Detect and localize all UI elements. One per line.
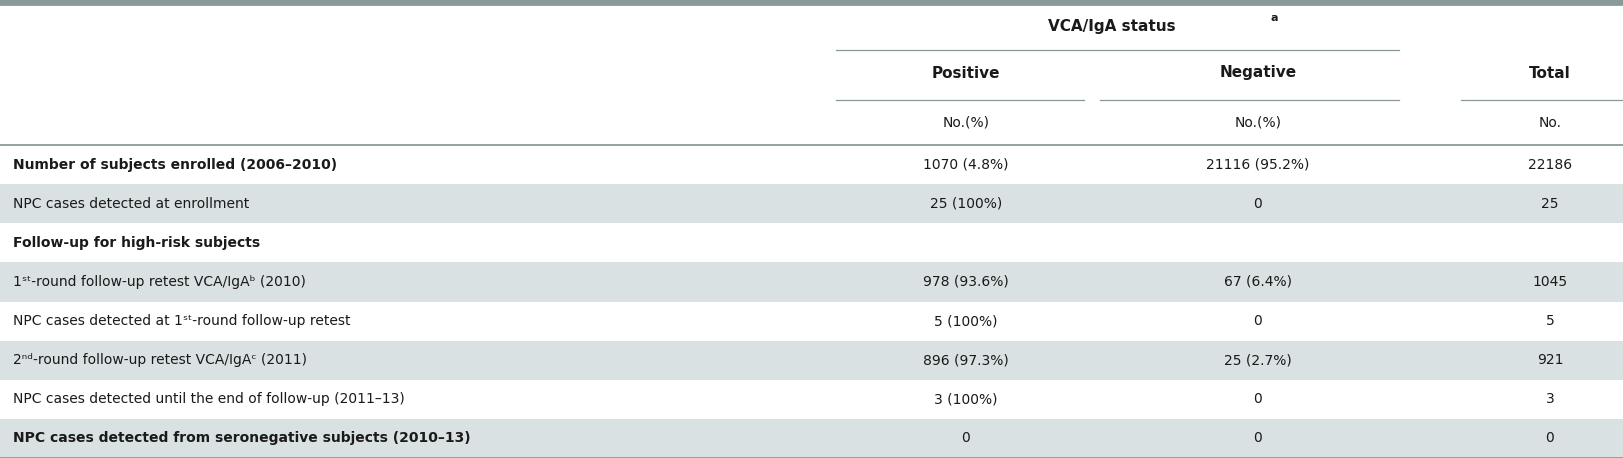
Text: 1ˢᵗ-round follow-up retest VCA/IgAᵇ (2010): 1ˢᵗ-round follow-up retest VCA/IgAᵇ (201…: [13, 275, 305, 289]
Bar: [0, 184, 1623, 223]
Text: a: a: [1271, 13, 1279, 23]
Text: 0: 0: [1253, 393, 1263, 406]
Text: NPC cases detected from seronegative subjects (2010–13): NPC cases detected from seronegative sub…: [13, 431, 471, 446]
Text: No.(%): No.(%): [943, 116, 988, 130]
Bar: [0, 380, 1623, 419]
Bar: [0, 301, 1623, 341]
Text: 5: 5: [1545, 314, 1555, 328]
Text: 21116 (95.2%): 21116 (95.2%): [1206, 158, 1310, 172]
Text: NPC cases detected until the end of follow-up (2011–13): NPC cases detected until the end of foll…: [13, 393, 404, 406]
Text: Total: Total: [1529, 65, 1571, 81]
Text: 67 (6.4%): 67 (6.4%): [1224, 275, 1292, 289]
Text: NPC cases detected at 1ˢᵗ-round follow-up retest: NPC cases detected at 1ˢᵗ-round follow-u…: [13, 314, 351, 328]
Text: 3: 3: [1545, 393, 1555, 406]
Text: 0: 0: [961, 431, 971, 446]
Text: 896 (97.3%): 896 (97.3%): [923, 353, 1008, 367]
Text: 0: 0: [1545, 431, 1555, 446]
Text: 921: 921: [1537, 353, 1563, 367]
Text: Negative: Negative: [1219, 65, 1297, 81]
Text: Number of subjects enrolled (2006–2010): Number of subjects enrolled (2006–2010): [13, 158, 338, 172]
Text: VCA/IgA status: VCA/IgA status: [1048, 20, 1175, 34]
Text: 25: 25: [1542, 196, 1558, 211]
Text: 978 (93.6%): 978 (93.6%): [923, 275, 1008, 289]
Text: NPC cases detected at enrollment: NPC cases detected at enrollment: [13, 196, 250, 211]
Bar: [0, 0, 1623, 5]
Text: 3 (100%): 3 (100%): [933, 393, 998, 406]
Text: 25 (2.7%): 25 (2.7%): [1224, 353, 1292, 367]
Bar: [0, 262, 1623, 301]
Text: Positive: Positive: [932, 65, 1000, 81]
Text: No.(%): No.(%): [1235, 116, 1281, 130]
Text: 1045: 1045: [1532, 275, 1568, 289]
Text: 0: 0: [1253, 431, 1263, 446]
Bar: [0, 223, 1623, 262]
Text: 5 (100%): 5 (100%): [933, 314, 998, 328]
Text: 0: 0: [1253, 314, 1263, 328]
Text: 2ⁿᵈ-round follow-up retest VCA/IgAᶜ (2011): 2ⁿᵈ-round follow-up retest VCA/IgAᶜ (201…: [13, 353, 307, 367]
Text: No.: No.: [1539, 116, 1561, 130]
Text: Follow-up for high-risk subjects: Follow-up for high-risk subjects: [13, 236, 260, 250]
Text: 22186: 22186: [1527, 158, 1573, 172]
Text: 1070 (4.8%): 1070 (4.8%): [923, 158, 1008, 172]
Bar: [0, 341, 1623, 380]
Bar: [0, 419, 1623, 458]
Text: 25 (100%): 25 (100%): [930, 196, 1001, 211]
Bar: [0, 145, 1623, 184]
Text: 0: 0: [1253, 196, 1263, 211]
